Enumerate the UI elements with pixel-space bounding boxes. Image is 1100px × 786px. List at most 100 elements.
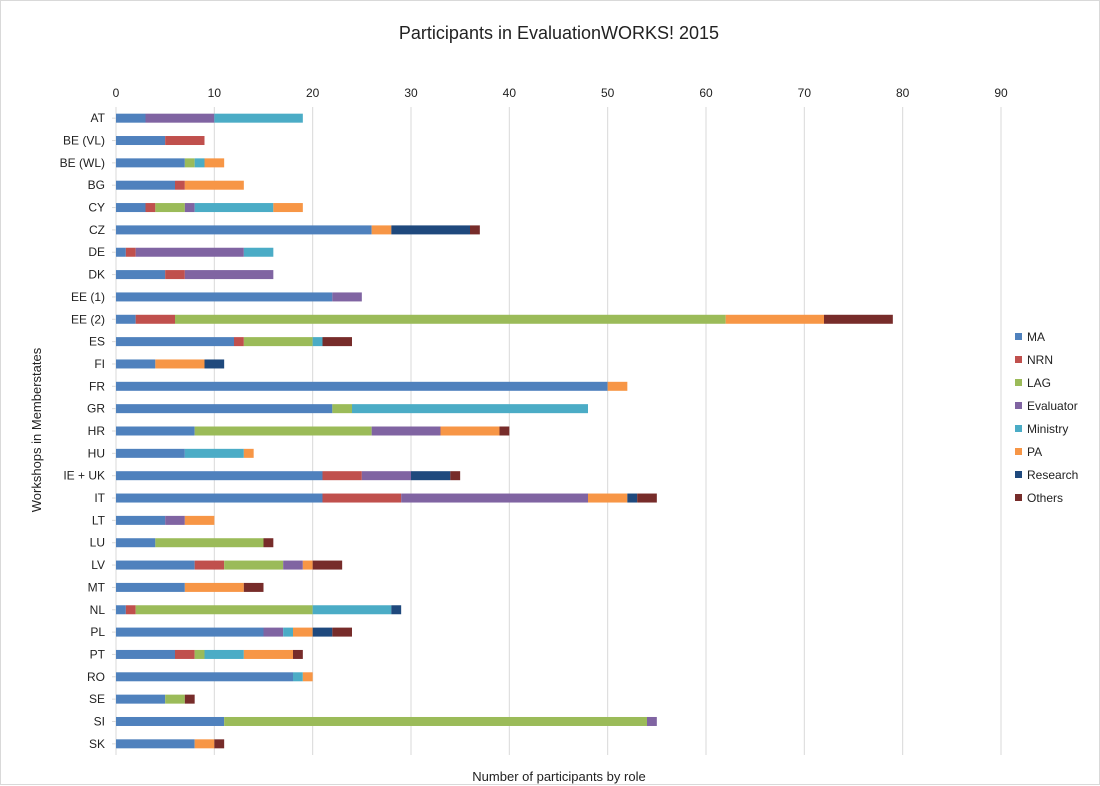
bar-segment-pa: [243, 448, 254, 458]
bar-segment-others: [322, 337, 352, 347]
bar-segment-evaluator: [283, 560, 303, 570]
bar-segment-ministry: [293, 672, 303, 682]
chart-title: Participants in EvaluationWORKS! 2015: [399, 23, 719, 43]
y-tick-label: RO: [87, 670, 105, 684]
bar-segment-evaluator: [371, 426, 441, 436]
bar-segment-ma: [116, 113, 146, 123]
legend-label: Research: [1027, 468, 1078, 482]
bar-segment-lag: [165, 694, 185, 704]
bar-segment-evaluator: [332, 292, 362, 302]
bar-segment-ma: [116, 381, 608, 391]
bar-segment-lag: [155, 203, 185, 213]
bar-segment-ministry: [194, 203, 274, 213]
y-tick-label: PL: [90, 625, 105, 639]
y-tick-label: BG: [88, 178, 105, 192]
bar-segment-nrn: [125, 605, 136, 615]
bar-segment-ministry: [283, 627, 293, 637]
y-tick-label: DK: [88, 268, 105, 282]
y-tick-label: HU: [88, 446, 105, 460]
y-tick-label: SK: [89, 737, 105, 751]
bar-segment-pa: [302, 560, 313, 570]
y-tick-label: IT: [94, 491, 105, 505]
legend: MA NRN LAG Evaluator Ministry PA Research Other…: [1015, 330, 1078, 505]
x-tick-label: 40: [503, 86, 517, 100]
bar-segment-ma: [116, 538, 156, 548]
y-tick-label: SE: [89, 692, 105, 706]
y-tick-label: DE: [88, 245, 105, 259]
bar-segment-evaluator: [401, 493, 588, 503]
bar-segment-ma: [116, 180, 175, 190]
bar-segment-pa: [273, 203, 303, 213]
bar-segment-evaluator: [647, 716, 657, 726]
x-tick-label: 70: [798, 86, 812, 100]
bar-segment-pa: [302, 672, 313, 682]
bar-segment-ma: [116, 225, 372, 235]
legend-swatch: [1015, 356, 1022, 363]
bar-segment-research: [312, 627, 333, 637]
bar-segment-ma: [116, 292, 333, 302]
bar-segment-pa: [607, 381, 628, 391]
y-tick-label: AT: [91, 111, 106, 125]
x-tick-label: 10: [208, 86, 222, 100]
legend-swatch: [1015, 471, 1022, 478]
bars: [116, 113, 893, 749]
bar-segment-ministry: [352, 404, 588, 414]
bar-segment-nrn: [135, 314, 175, 324]
x-tick-label: 80: [896, 86, 910, 100]
bar-segment-others: [499, 426, 510, 436]
bar-segment-nrn: [175, 649, 195, 659]
y-tick-label: FI: [94, 357, 105, 371]
bar-segment-nrn: [322, 471, 362, 481]
bar-segment-ma: [116, 136, 166, 146]
bar-segment-ma: [116, 493, 323, 503]
x-tick-label: 90: [994, 86, 1008, 100]
bar-segment-ma: [116, 247, 126, 257]
bar-segment-ma: [116, 694, 166, 704]
bar-segment-ministry: [312, 605, 392, 615]
bar-segment-ma: [116, 649, 175, 659]
legend-swatch: [1015, 425, 1022, 432]
bar-segment-others: [312, 560, 343, 570]
legend-label: LAG: [1027, 376, 1051, 390]
y-tick-label: LU: [90, 536, 105, 550]
y-axis-ticks: AT BE (VL) BE (WL) BG CY CZ DE DK EE (1) EE (2) ES…: [60, 111, 116, 751]
bar-segment-research: [391, 225, 470, 235]
x-tick-label: 60: [699, 86, 713, 100]
y-tick-label: ES: [89, 335, 105, 349]
y-axis-label: Workshops in Memberstates: [29, 347, 44, 512]
bar-segment-others: [450, 471, 461, 481]
bar-segment-lag: [194, 426, 372, 436]
bar-segment-others: [243, 582, 264, 592]
bar-segment-others: [824, 314, 893, 324]
y-tick-label: FR: [89, 379, 105, 393]
bar-segment-pa: [184, 515, 215, 525]
bar-segment-evaluator: [184, 270, 274, 280]
legend-label: Others: [1027, 491, 1063, 505]
bar-segment-ma: [116, 471, 323, 481]
bar-segment-pa: [194, 739, 215, 749]
bar-segment-ma: [116, 314, 136, 324]
bar-segment-others: [293, 649, 303, 659]
legend-label: PA: [1027, 445, 1042, 459]
legend-label: NRN: [1027, 353, 1053, 367]
bar-segment-pa: [440, 426, 500, 436]
y-tick-label: NL: [90, 603, 106, 617]
y-tick-label: PT: [90, 647, 106, 661]
bar-segment-others: [184, 694, 195, 704]
bar-segment-others: [214, 739, 225, 749]
bar-segment-nrn: [322, 493, 402, 503]
legend-swatch: [1015, 379, 1022, 386]
bar-segment-nrn: [165, 136, 205, 146]
bar-segment-evaluator: [165, 515, 185, 525]
y-tick-label: CZ: [89, 223, 105, 237]
bar-segment-ma: [116, 270, 166, 280]
bar-segment-ma: [116, 515, 166, 525]
x-tick-label: 20: [306, 86, 320, 100]
bar-segment-ministry: [214, 113, 303, 123]
bar-segment-lag: [194, 649, 205, 659]
bar-segment-ma: [116, 560, 195, 570]
bar-segment-ma: [116, 672, 293, 682]
bar-segment-ma: [116, 448, 185, 458]
bar-segment-pa: [243, 649, 293, 659]
y-tick-label: BE (WL): [60, 156, 105, 170]
